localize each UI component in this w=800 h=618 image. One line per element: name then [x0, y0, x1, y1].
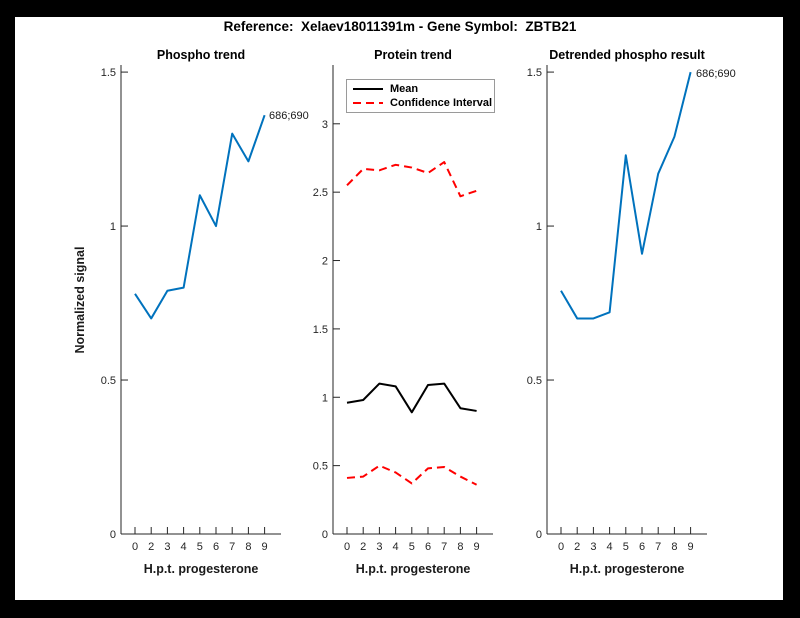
svg-text:0: 0 — [344, 541, 350, 553]
svg-text:9: 9 — [688, 541, 694, 553]
legend-ci-label: Confidence Interval — [390, 96, 493, 109]
svg-text:1.5: 1.5 — [313, 324, 328, 336]
svg-text:2.5: 2.5 — [313, 187, 328, 199]
svg-text:8: 8 — [457, 541, 463, 553]
figure-background — [15, 17, 783, 600]
svg-text:0: 0 — [322, 529, 328, 541]
subplot2-xlabel: H.p.t. progesterone — [355, 562, 471, 576]
subplot1-title: Phospho trend — [156, 48, 246, 62]
svg-text:6: 6 — [213, 541, 219, 553]
subplot1-xlabel: H.p.t. progesterone — [143, 562, 259, 576]
svg-text:3: 3 — [322, 119, 328, 131]
svg-text:0.5: 0.5 — [527, 375, 542, 387]
svg-text:5: 5 — [197, 541, 203, 553]
svg-text:1.5: 1.5 — [527, 67, 542, 79]
svg-text:0: 0 — [536, 529, 542, 541]
svg-text:0: 0 — [132, 541, 138, 553]
svg-text:3: 3 — [376, 541, 382, 553]
subplot3-endpoint-annotation: 686;690 — [696, 68, 736, 80]
svg-text:9: 9 — [262, 541, 268, 553]
svg-text:4: 4 — [607, 541, 613, 553]
svg-text:1: 1 — [536, 221, 542, 233]
svg-text:3: 3 — [590, 541, 596, 553]
legend-mean-label: Mean — [390, 82, 419, 95]
svg-text:8: 8 — [671, 541, 677, 553]
subplot1-ylabel: Normalized signal — [73, 246, 87, 354]
svg-text:7: 7 — [229, 541, 235, 553]
svg-text:2: 2 — [322, 256, 328, 268]
figure-title: Reference: Xelaev18011391m - Gene Symbol… — [223, 19, 577, 34]
svg-text:0.5: 0.5 — [101, 375, 116, 387]
svg-text:5: 5 — [409, 541, 415, 553]
svg-text:0.5: 0.5 — [313, 461, 328, 473]
legend-row-ci: Confidence Interval — [353, 96, 492, 110]
svg-text:4: 4 — [393, 541, 399, 553]
svg-text:1: 1 — [322, 392, 328, 404]
svg-text:0: 0 — [110, 529, 116, 541]
subplot3-title: Detrended phospho result — [549, 48, 705, 62]
ci-dashed-line-icon — [353, 101, 383, 105]
svg-text:5: 5 — [623, 541, 629, 553]
svg-text:9: 9 — [474, 541, 480, 553]
svg-text:6: 6 — [425, 541, 431, 553]
svg-text:3: 3 — [164, 541, 170, 553]
svg-text:2: 2 — [360, 541, 366, 553]
svg-text:0: 0 — [558, 541, 564, 553]
svg-text:8: 8 — [245, 541, 251, 553]
svg-text:1.5: 1.5 — [101, 67, 116, 79]
mean-line-icon — [353, 87, 383, 91]
subplot2-title: Protein trend — [374, 48, 452, 62]
svg-text:2: 2 — [574, 541, 580, 553]
legend-row-mean: Mean — [353, 82, 488, 96]
subplot3-xlabel: H.p.t. progesterone — [569, 562, 685, 576]
svg-text:6: 6 — [639, 541, 645, 553]
svg-text:4: 4 — [181, 541, 187, 553]
svg-text:1: 1 — [110, 221, 116, 233]
legend: Mean Confidence Interval — [346, 79, 495, 113]
svg-text:7: 7 — [655, 541, 661, 553]
subplot1-endpoint-annotation: 686;690 — [269, 110, 309, 122]
svg-text:7: 7 — [441, 541, 447, 553]
svg-text:2: 2 — [148, 541, 154, 553]
